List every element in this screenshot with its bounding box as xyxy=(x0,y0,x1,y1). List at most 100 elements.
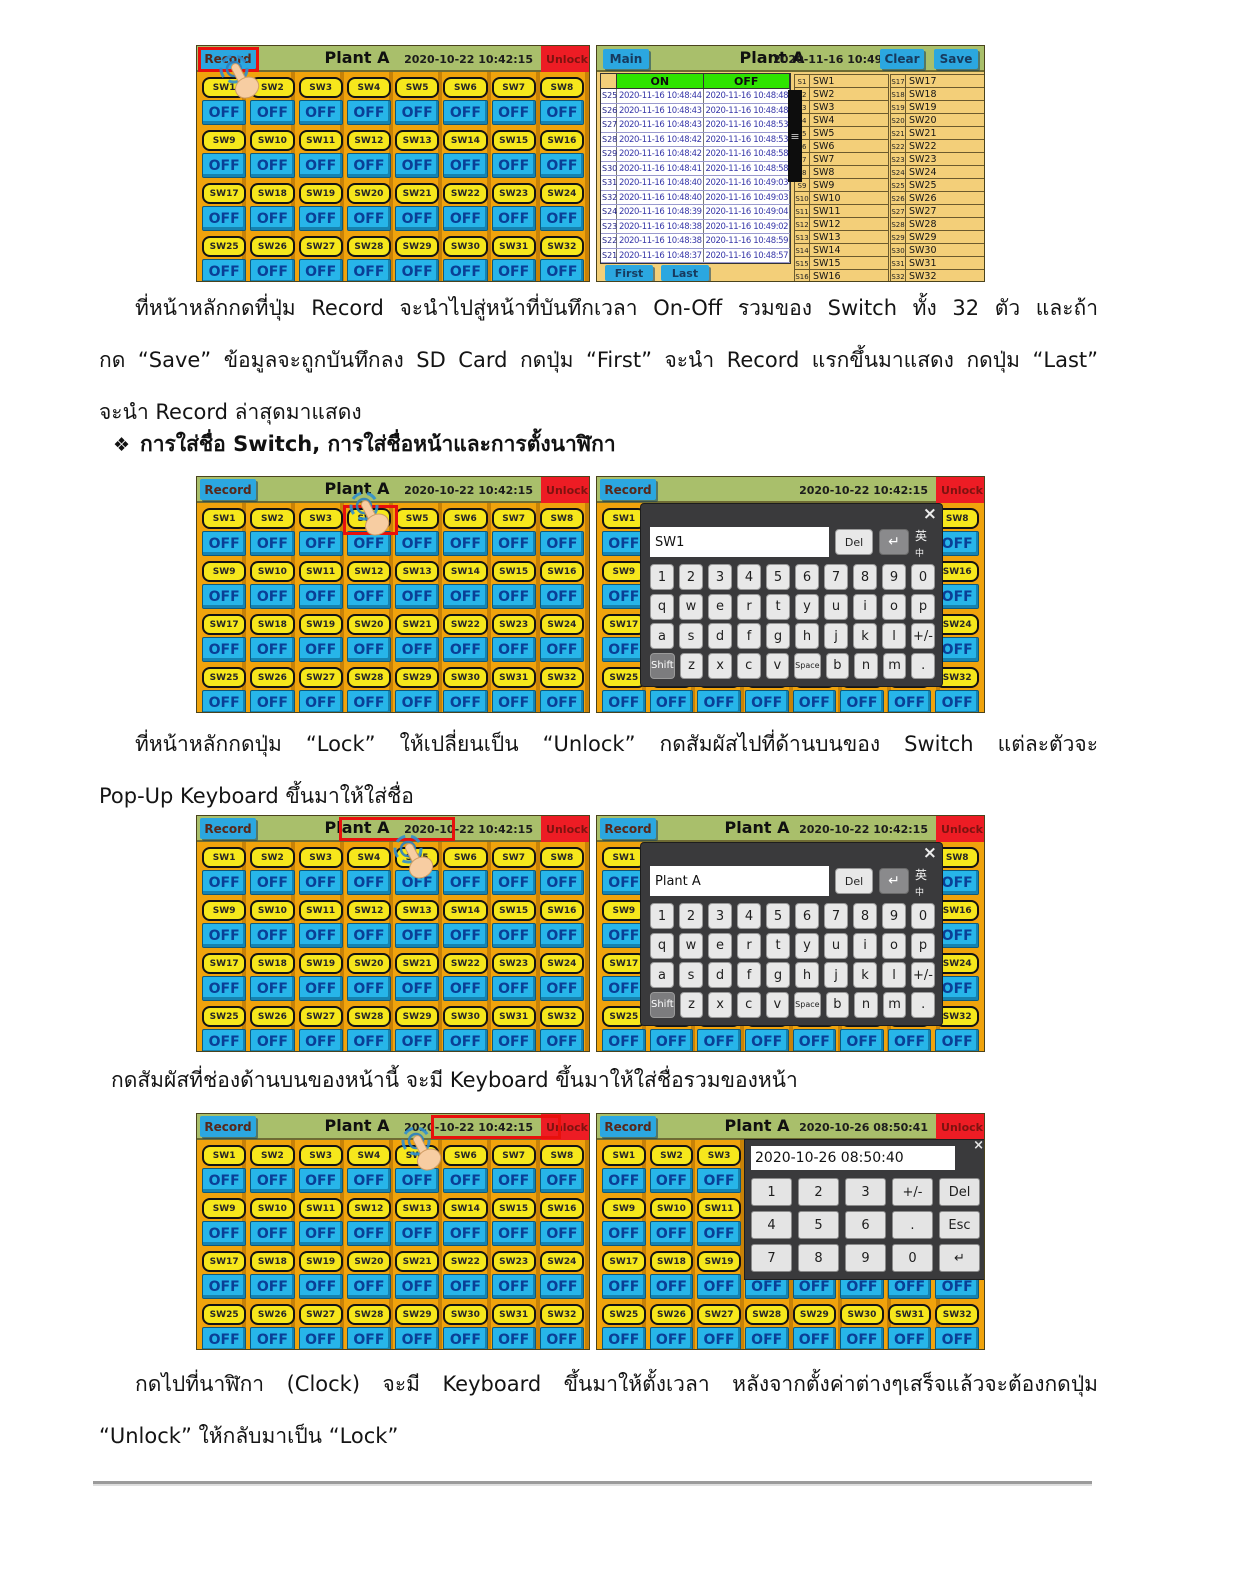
state-button-sw28[interactable]: OFF xyxy=(346,259,391,281)
key-6[interactable]: 6 xyxy=(795,564,819,590)
switch-button-sw4[interactable]: SW4 xyxy=(346,1145,391,1166)
switch-button-sw27[interactable]: SW27 xyxy=(697,1304,741,1325)
state-button-sw12[interactable]: OFF xyxy=(346,923,391,948)
switch-button-sw27[interactable]: SW27 xyxy=(298,236,343,257)
key-p[interactable]: p xyxy=(911,932,935,959)
switch-button-sw1[interactable]: SW1 xyxy=(602,1145,646,1166)
key-0[interactable]: 0 xyxy=(892,1244,933,1272)
switch-button-sw32[interactable]: SW32 xyxy=(539,667,584,688)
switch-button-sw25[interactable]: SW25 xyxy=(602,1304,646,1325)
key-p[interactable]: p xyxy=(911,593,935,620)
key-e[interactable]: e xyxy=(708,932,732,959)
switch-button-sw2[interactable]: SW2 xyxy=(250,847,295,868)
enter-key[interactable]: ↵ xyxy=(879,529,909,555)
state-button-sw29[interactable]: OFF xyxy=(395,259,440,281)
state-button-sw29[interactable]: OFF xyxy=(792,1327,837,1349)
state-button-sw9[interactable]: OFF xyxy=(202,1221,247,1246)
switch-button-sw2[interactable]: SW2 xyxy=(250,1145,295,1166)
state-button-sw17[interactable]: OFF xyxy=(602,976,646,1001)
state-button-sw10[interactable]: OFF xyxy=(250,584,295,609)
state-button-sw25[interactable]: OFF xyxy=(202,259,247,281)
state-button-sw19[interactable]: OFF xyxy=(298,206,343,231)
state-button-sw24[interactable]: OFF xyxy=(935,637,979,662)
key-8[interactable]: 8 xyxy=(798,1244,839,1272)
switch-button-sw22[interactable]: SW22 xyxy=(443,1251,488,1272)
clock-display[interactable]: 2020-10-22 10:42:15 xyxy=(404,484,533,497)
switch-button-sw5[interactable]: SW5 xyxy=(395,77,440,98)
state-button-sw23[interactable]: OFF xyxy=(491,206,536,231)
switch-button-sw8[interactable]: SW8 xyxy=(539,1145,584,1166)
state-button-sw22[interactable]: OFF xyxy=(443,206,488,231)
state-button-sw16[interactable]: OFF xyxy=(539,1221,584,1246)
key-h[interactable]: h xyxy=(795,623,819,650)
switch-button-sw23[interactable]: SW23 xyxy=(491,953,536,974)
state-button-sw28[interactable]: OFF xyxy=(346,1029,391,1051)
state-button-sw26[interactable]: OFF xyxy=(649,1327,694,1349)
state-button-sw32[interactable]: OFF xyxy=(539,1327,584,1349)
state-button-sw8[interactable]: OFF xyxy=(935,531,979,556)
switch-button-sw25[interactable]: SW25 xyxy=(202,236,247,257)
state-button-sw3[interactable]: OFF xyxy=(697,1168,741,1193)
switch-button-sw1[interactable]: SW1 xyxy=(202,508,247,529)
switch-button-sw24[interactable]: SW24 xyxy=(935,953,979,974)
switch-button-sw7[interactable]: SW7 xyxy=(491,1145,536,1166)
switch-button-sw2[interactable]: SW2 xyxy=(250,77,295,98)
state-button-sw25[interactable]: OFF xyxy=(202,690,247,712)
key-k[interactable]: k xyxy=(853,623,877,650)
switch-button-sw9[interactable]: SW9 xyxy=(202,130,247,151)
unlock-button[interactable]: Unlock xyxy=(541,1114,589,1140)
switch-button-sw3[interactable]: SW3 xyxy=(298,508,343,529)
switch-button-sw5[interactable]: SW5 xyxy=(395,847,440,868)
switch-button-sw19[interactable]: SW19 xyxy=(298,1251,343,1272)
key-w[interactable]: w xyxy=(679,593,703,620)
state-button-sw25[interactable]: OFF xyxy=(602,1029,646,1051)
state-button-sw3[interactable]: OFF xyxy=(298,870,343,895)
state-button-sw24[interactable]: OFF xyxy=(935,976,979,1001)
state-button-sw27[interactable]: OFF xyxy=(697,1327,741,1349)
state-button-sw24[interactable]: OFF xyxy=(539,1274,584,1299)
switch-button-sw19[interactable]: SW19 xyxy=(697,1251,741,1272)
state-button-sw29[interactable]: OFF xyxy=(395,1327,440,1349)
state-button-sw18[interactable]: OFF xyxy=(250,976,295,1001)
key-6[interactable]: 6 xyxy=(795,903,819,929)
state-button-sw27[interactable]: OFF xyxy=(298,1327,343,1349)
unlock-button[interactable]: Unlock xyxy=(541,46,589,72)
switch-button-sw18[interactable]: SW18 xyxy=(250,1251,295,1272)
state-button-sw5[interactable]: OFF xyxy=(395,531,440,556)
switch-button-sw31[interactable]: SW31 xyxy=(887,1304,932,1325)
switch-button-sw22[interactable]: SW22 xyxy=(443,614,488,635)
switch-button-sw17[interactable]: SW17 xyxy=(602,953,646,974)
switch-button-sw11[interactable]: SW11 xyxy=(298,130,343,151)
switch-button-sw7[interactable]: SW7 xyxy=(491,847,536,868)
state-button-sw2[interactable]: OFF xyxy=(649,1168,694,1193)
switch-button-sw6[interactable]: SW6 xyxy=(443,77,488,98)
state-button-sw32[interactable]: OFF xyxy=(539,259,584,281)
switch-button-sw5[interactable]: SW5 xyxy=(395,508,440,529)
state-button-sw28[interactable]: OFF xyxy=(744,1029,789,1051)
key-m[interactable]: m xyxy=(882,991,907,1018)
switch-button-sw24[interactable]: SW24 xyxy=(539,614,584,635)
switch-button-sw30[interactable]: SW30 xyxy=(443,667,488,688)
switch-button-sw13[interactable]: SW13 xyxy=(395,130,440,151)
switch-button-sw31[interactable]: SW31 xyxy=(491,667,536,688)
state-button-sw17[interactable]: OFF xyxy=(602,637,646,662)
state-button-sw9[interactable]: OFF xyxy=(602,584,646,609)
state-button-sw24[interactable]: OFF xyxy=(539,976,584,1001)
key-esc[interactable]: Esc xyxy=(939,1211,980,1239)
state-button-sw29[interactable]: OFF xyxy=(792,690,837,712)
switch-button-sw12[interactable]: SW12 xyxy=(346,1198,391,1219)
state-button-sw25[interactable]: OFF xyxy=(602,690,646,712)
switch-button-sw29[interactable]: SW29 xyxy=(395,1006,440,1027)
switch-button-sw23[interactable]: SW23 xyxy=(491,614,536,635)
key-m[interactable]: m xyxy=(882,652,907,679)
switch-button-sw1[interactable]: SW1 xyxy=(202,847,247,868)
state-button-sw10[interactable]: OFF xyxy=(649,1221,694,1246)
key-q[interactable]: q xyxy=(650,932,674,959)
key-shift[interactable]: Shift xyxy=(650,652,675,679)
switch-button-sw16[interactable]: SW16 xyxy=(539,561,584,582)
key-4[interactable]: 4 xyxy=(737,564,761,590)
switch-button-sw24[interactable]: SW24 xyxy=(539,1251,584,1272)
key-s[interactable]: s xyxy=(679,623,703,650)
switch-button-sw25[interactable]: SW25 xyxy=(602,667,646,688)
state-button-sw4[interactable]: OFF xyxy=(346,870,391,895)
